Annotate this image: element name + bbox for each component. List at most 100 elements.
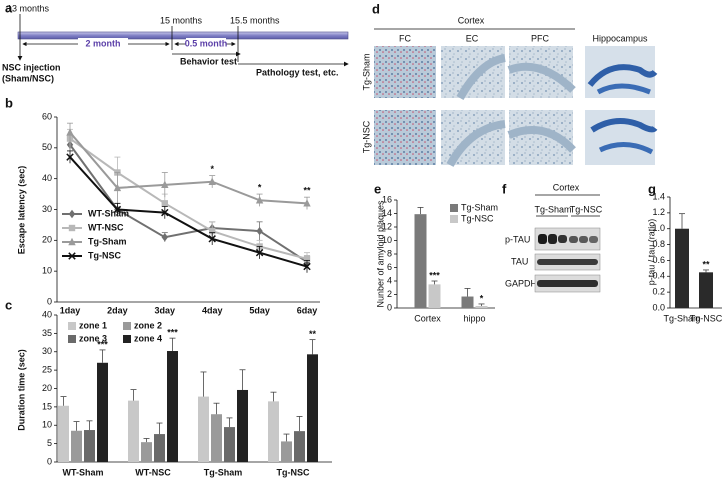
band [537, 259, 598, 265]
bar [97, 362, 108, 462]
row-label: Tg-Sham [361, 53, 371, 90]
marker [208, 235, 216, 243]
micrographs [374, 46, 658, 167]
event-label: NSC injection [2, 62, 61, 72]
x-tick-label: 3day [155, 305, 176, 315]
marker [68, 224, 76, 232]
western-blot-panel: f Cortex Tg-Sham Tg-NSC p-TAU TAU GAPDH [502, 181, 603, 293]
timepoint: 15 months [160, 15, 203, 25]
y-tick-label: 40 [42, 309, 52, 319]
legend-swatch [123, 322, 131, 330]
legend-label: zone 2 [134, 320, 162, 330]
header: Cortex [553, 182, 580, 192]
panel-letter: a [5, 0, 13, 15]
hippocampus-layer [587, 64, 658, 87]
y-tick-label: 50 [42, 142, 52, 152]
y-tick-label: 0.0 [652, 302, 665, 312]
bar [58, 405, 69, 462]
legend-label: Tg-NSC [88, 250, 121, 260]
y-tick-label: 0 [47, 296, 52, 306]
header: Cortex [458, 15, 485, 25]
band [569, 236, 578, 243]
y-axis-label: Escape latency (sec) [16, 166, 26, 255]
bar [167, 351, 178, 462]
panel-letter: f [502, 181, 507, 196]
y-tick-label: 10 [42, 420, 52, 430]
y-tick-label: 15 [42, 401, 52, 411]
blot-row-label: p-TAU [505, 234, 530, 244]
hippocampus-layer [590, 118, 658, 133]
y-tick-label: 60 [42, 111, 52, 121]
marker [208, 177, 216, 185]
timepoint: 15.5 months [230, 15, 280, 25]
micrograph [374, 46, 436, 98]
y-tick-label: 4 [387, 275, 392, 285]
micrograph [374, 110, 436, 165]
marker [255, 248, 264, 257]
x-tick-label: 1day [60, 305, 81, 315]
y-tick-label: 8 [387, 248, 392, 258]
bar [699, 272, 713, 308]
legend-label: Tg-NSC [461, 213, 494, 223]
legend-label: WT-Sham [88, 208, 129, 218]
column-label: FC [399, 33, 411, 43]
y-tick-label: 5 [47, 438, 52, 448]
hippocampus-layer [598, 142, 654, 155]
x-tick-label: 5day [249, 305, 270, 315]
legend-swatch [450, 215, 458, 223]
column-label: EC [466, 33, 479, 43]
bar [224, 427, 235, 462]
marker [303, 199, 311, 207]
bar [268, 401, 279, 462]
series-line [69, 144, 308, 263]
y-tick-label: 20 [42, 383, 52, 393]
marker [68, 237, 76, 246]
bar [428, 284, 441, 308]
significance: ** [309, 329, 317, 339]
x-tick-label: Cortex [414, 313, 441, 323]
legend-label: WT-NSC [88, 222, 124, 232]
y-axis-label: Duration time (sec) [16, 349, 26, 431]
y-tick-label: 30 [42, 204, 52, 214]
series-line [69, 156, 308, 268]
y-tick-label: 0.2 [652, 287, 665, 297]
marker [303, 255, 311, 263]
bar [281, 441, 292, 462]
significance: * [258, 182, 262, 192]
y-tick-label: 14 [382, 208, 392, 218]
panel-letter: b [5, 95, 13, 110]
event-label: (Sham/NSC) [2, 73, 54, 83]
significance: * [480, 293, 484, 303]
hippocampus-layer [596, 83, 651, 95]
bar [414, 214, 427, 308]
y-tick-label: 0 [387, 302, 392, 312]
marker [66, 153, 74, 161]
interval-label: 0.5 month [185, 38, 228, 48]
panel-letter: e [374, 181, 381, 196]
column-label: Hippocampus [592, 33, 648, 43]
band [579, 236, 588, 243]
micrograph [441, 46, 505, 98]
marker [161, 200, 168, 207]
marker [255, 196, 264, 204]
bar [71, 430, 82, 462]
y-tick-label: 0.8 [652, 239, 665, 249]
bar [461, 296, 474, 308]
y-tick-label: 30 [42, 346, 52, 356]
blot-row-label: GAPDH [505, 278, 537, 288]
marker [113, 205, 122, 214]
histology-panel: d Cortex FC EC PFC Hippocampus Tg-Sham T… [361, 1, 658, 167]
band [538, 234, 547, 244]
legend-swatch [450, 204, 458, 212]
y-tick-label: 0.4 [652, 271, 665, 281]
x-tick-label: hippo [463, 313, 485, 323]
blot-image [534, 227, 601, 293]
series-line [69, 137, 308, 260]
x-tick-label: Tg-Sham [204, 467, 243, 477]
marker [66, 128, 74, 136]
panel-letter: g [648, 181, 656, 196]
marker [113, 183, 122, 192]
y-tick-label: 20 [42, 235, 52, 245]
